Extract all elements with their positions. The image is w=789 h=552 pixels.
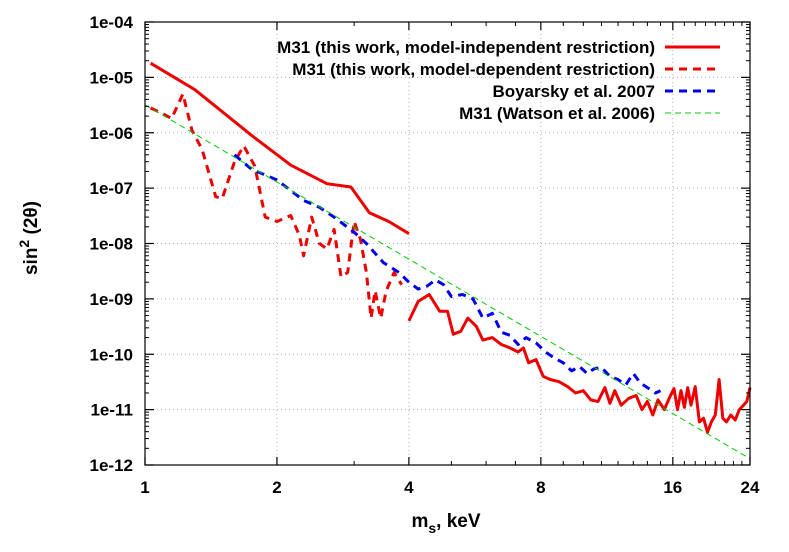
y-tick-label: 1e-10	[90, 345, 133, 364]
x-tick-label: 8	[536, 478, 545, 497]
y-tick-label: 1e-06	[90, 124, 133, 143]
axis-ticks: 1 2 4 8 16 241e-121e-111e-101e-091e-081e-071e…	[90, 13, 760, 497]
legend-label: M31 (this work, model-dependent restrict…	[292, 60, 655, 79]
legend: M31 (this work, model-independent restri…	[277, 38, 720, 123]
series-line-3	[144, 104, 751, 460]
y-tick-label: 1e-11	[90, 401, 133, 420]
legend-label: M31 (this work, model-independent restri…	[277, 38, 655, 57]
y-axis-title: sin2 (2θ)	[16, 201, 42, 275]
x-axis-title: ms, keV	[411, 511, 480, 536]
series-line-1	[149, 92, 403, 320]
y-tick-label: 1e-07	[90, 179, 133, 198]
y-tick-label: 1e-09	[90, 290, 133, 309]
y-tick-label: 1e-12	[90, 456, 133, 475]
plot-frame	[144, 21, 751, 466]
series-line-0	[149, 61, 410, 235]
plot-border	[144, 21, 751, 466]
series-line-0	[407, 293, 752, 434]
series-line-2	[233, 153, 662, 395]
x-tick-label: 16	[663, 478, 682, 497]
x-tick-label: 1	[140, 478, 149, 497]
y-tick-label: 1e-05	[90, 68, 133, 87]
y-tick-label: 1e-04	[90, 13, 134, 32]
legend-label: Boyarsky et al. 2007	[492, 82, 655, 101]
x-tick-label: 24	[741, 478, 760, 497]
legend-label: M31 (Watson et al. 2006)	[459, 104, 655, 123]
series-lines	[144, 61, 752, 460]
y-tick-label: 1e-08	[90, 235, 133, 254]
grid	[145, 22, 750, 465]
x-tick-label: 2	[272, 478, 281, 497]
x-tick-label: 4	[404, 478, 414, 497]
